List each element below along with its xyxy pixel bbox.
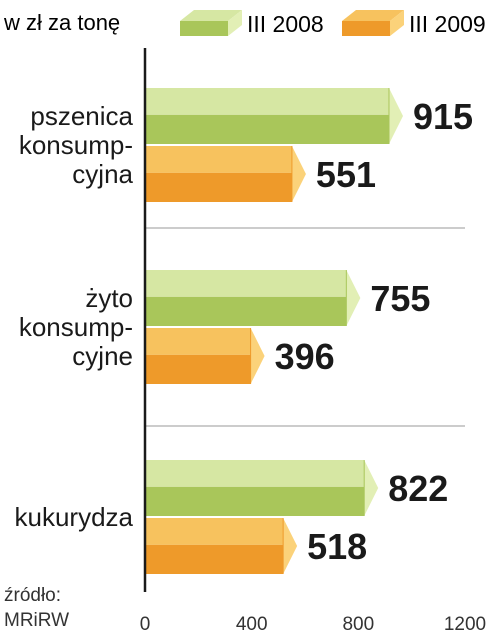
bar-2-iii-2008: 822 bbox=[145, 460, 448, 516]
x-tick-label: 800 bbox=[342, 614, 374, 635]
bar-1-iii-2009: 396 bbox=[145, 328, 335, 384]
value-label: 822 bbox=[388, 468, 448, 509]
legend-swatch-2009-front bbox=[342, 21, 390, 36]
legend-swatch-2008-top bbox=[180, 10, 242, 21]
x-tick-label: 400 bbox=[236, 614, 268, 635]
legend-label-2008: III 2008 bbox=[247, 11, 324, 37]
legend-swatch-2008-side bbox=[228, 10, 242, 36]
category-label-line: cyjna bbox=[72, 159, 133, 189]
legend-item-2009: III 2009 bbox=[342, 10, 486, 37]
bar-end-cap bbox=[346, 270, 361, 326]
x-tick-labels: 0 400 800 1200 bbox=[140, 614, 486, 635]
value-label: 396 bbox=[275, 336, 335, 377]
bar-0-iii-2008: 915 bbox=[145, 88, 473, 144]
bar-front bbox=[145, 544, 284, 574]
value-label: 755 bbox=[370, 278, 430, 319]
legend-swatch-2008-front bbox=[180, 21, 228, 36]
category-label-line: pszenica bbox=[30, 101, 133, 131]
bar-0-iii-2009: 551 bbox=[145, 146, 376, 202]
category-label-line: konsump- bbox=[19, 130, 133, 160]
bar-front bbox=[145, 172, 292, 202]
unit-label: w zł za tonę bbox=[3, 10, 120, 35]
bar-top bbox=[145, 518, 284, 545]
legend: III 2008 III 2009 bbox=[180, 10, 486, 37]
bar-top bbox=[145, 460, 365, 487]
bar-front bbox=[145, 296, 347, 326]
bar-front bbox=[145, 114, 389, 144]
group-separators bbox=[145, 227, 465, 427]
category-label-line: cyjne bbox=[72, 341, 133, 371]
legend-item-2008: III 2008 bbox=[180, 10, 324, 37]
bar-end-cap bbox=[389, 88, 403, 144]
x-tick-label: 1200 bbox=[444, 614, 486, 635]
value-label: 551 bbox=[316, 154, 376, 195]
category-label-line: kukurydza bbox=[15, 502, 134, 532]
bar-top bbox=[145, 146, 292, 173]
legend-swatch-2009-side bbox=[390, 10, 404, 36]
category-label-line: konsump- bbox=[19, 312, 133, 342]
source-label: źródło: bbox=[4, 585, 61, 606]
value-label: 915 bbox=[413, 96, 473, 137]
bars: 915 551 755 396 822 518 bbox=[145, 88, 473, 574]
legend-label-2009: III 2009 bbox=[409, 11, 486, 37]
legend-swatch-2009-top bbox=[342, 10, 404, 21]
bar-front bbox=[145, 354, 251, 384]
x-tick-label: 0 bbox=[140, 614, 151, 635]
category-label-line: żyto bbox=[85, 283, 133, 313]
bar-top bbox=[145, 88, 389, 115]
bar-top bbox=[145, 328, 251, 355]
bar-front bbox=[145, 486, 365, 516]
bar-2-iii-2009: 518 bbox=[145, 518, 367, 574]
bar-1-iii-2008: 755 bbox=[145, 270, 430, 326]
bar-end-cap bbox=[291, 146, 306, 202]
bar-top bbox=[145, 270, 347, 297]
category-labels: pszenicakonsump-cyjnażytokonsump-cyjneku… bbox=[15, 101, 134, 532]
bar-end-cap bbox=[283, 518, 298, 574]
bar-end-cap bbox=[250, 328, 265, 384]
bar-end-cap bbox=[364, 460, 379, 516]
value-label: 518 bbox=[307, 526, 367, 567]
source-name: MRiRW bbox=[4, 610, 69, 631]
